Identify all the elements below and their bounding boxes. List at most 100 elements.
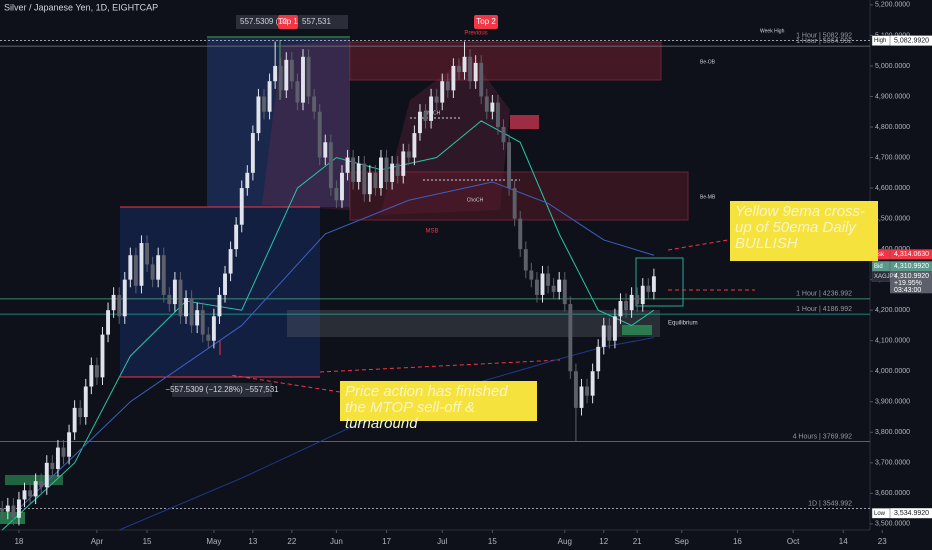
price-tag-label: 4,314.0630 — [894, 251, 929, 258]
candle-body — [328, 142, 333, 189]
price-tag-name: Bid — [874, 264, 883, 270]
candle-body — [334, 188, 339, 201]
y-tick-label: 4,500.0000 — [875, 215, 910, 222]
candle-body — [612, 316, 617, 341]
candle-body — [568, 304, 573, 372]
candle-body — [479, 62, 484, 97]
level-label: 1 Hour | 4236.992 — [796, 291, 852, 298]
candle-body — [495, 102, 500, 128]
candle-body — [94, 365, 99, 378]
y-tick-label: 4,800.0000 — [875, 124, 910, 131]
candle-body — [128, 255, 133, 280]
candle-body — [11, 505, 16, 518]
x-tick-label: Jul — [437, 537, 447, 546]
label: Previous — [464, 31, 487, 37]
candle-body — [367, 172, 372, 195]
candle-body — [462, 56, 467, 73]
candle-body — [211, 316, 216, 341]
measure-label-bg — [172, 383, 272, 397]
candle-body — [635, 294, 640, 305]
pointer — [319, 359, 561, 373]
candle-body — [401, 151, 406, 176]
price-tag-change: +19.95% — [894, 280, 922, 287]
top-label-bg — [474, 15, 498, 29]
x-tick-label: 12 — [599, 537, 608, 546]
candle-body — [390, 163, 395, 182]
candle-body — [345, 157, 350, 173]
candle-body — [451, 65, 456, 91]
zone-label: Be-MB — [700, 194, 716, 200]
x-tick-label: 22 — [287, 537, 296, 546]
candle-body — [16, 499, 21, 518]
candle-body — [289, 59, 294, 82]
candle-body — [217, 294, 222, 317]
y-tick-label: 4,100.0000 — [875, 338, 910, 345]
candle-body — [585, 386, 590, 396]
candle-body — [195, 310, 200, 326]
candle-body — [245, 172, 250, 189]
x-tick-label: 15 — [488, 537, 497, 546]
candle-body — [50, 462, 55, 469]
price-tag-label: 4,310.9920 — [894, 273, 929, 280]
candle-body — [562, 279, 567, 305]
price-tag-name: XAGJPY — [874, 274, 898, 280]
measure-label-bg — [298, 15, 348, 29]
zone-label: Be-OB — [700, 59, 716, 65]
candle-body — [607, 325, 612, 341]
y-tick-label: 3,600.0000 — [875, 490, 910, 497]
price-tag-name-bg — [871, 271, 891, 282]
candle-body — [284, 59, 289, 91]
candle-body — [273, 65, 278, 82]
x-tick-label: Aug — [558, 537, 572, 546]
candle-body — [306, 56, 311, 97]
label: Equilibrium — [668, 321, 698, 327]
measure-label-bg — [236, 15, 278, 29]
candle-body — [501, 127, 506, 143]
candle-body — [395, 163, 400, 176]
price-tag-label: 3,534.9920 — [894, 510, 929, 517]
price-tag — [890, 261, 932, 272]
x-tick-label: Apr — [91, 537, 104, 546]
candle-body — [351, 157, 356, 182]
zone — [5, 475, 63, 485]
candle-body — [301, 56, 305, 103]
candle-body — [150, 264, 155, 280]
x-tick-label: 18 — [14, 537, 23, 546]
candle-body — [22, 490, 27, 500]
candle-body — [590, 371, 595, 396]
candle-body — [83, 386, 88, 418]
price-tag — [890, 508, 932, 519]
candle-body — [61, 447, 66, 457]
candle-body — [512, 188, 517, 219]
x-tick-label: 17 — [382, 537, 391, 546]
x-tick-label: 14 — [839, 537, 848, 546]
candle-body — [72, 407, 77, 433]
pointer — [229, 374, 341, 393]
candle-body — [340, 172, 344, 201]
label: Week High — [760, 28, 785, 34]
candle-body — [457, 65, 461, 73]
candle-body — [429, 96, 434, 121]
price-tag-name: Low — [874, 511, 886, 517]
candle-body — [200, 310, 205, 335]
pointer — [667, 239, 729, 251]
candle-body — [579, 386, 584, 408]
measure-label: −557.5309 (−12.28%) −557,531 — [165, 385, 279, 394]
top-label: Top 1 — [278, 17, 298, 26]
candle-body — [529, 270, 534, 280]
measure-box — [207, 38, 350, 207]
candle-body — [468, 56, 473, 82]
candle-body — [184, 297, 188, 317]
candle-body — [262, 96, 266, 112]
candle-body — [178, 279, 183, 317]
price-tag-label: 4,310.9920 — [894, 263, 929, 270]
level-label: 1 Hour | 5082.992 — [796, 32, 852, 39]
candle-body — [117, 294, 122, 317]
candle-body — [440, 81, 445, 103]
candle-body — [139, 243, 144, 286]
candle-body — [67, 432, 72, 457]
candle-body — [89, 365, 94, 387]
zone — [635, 257, 684, 307]
candle-body — [540, 273, 545, 295]
